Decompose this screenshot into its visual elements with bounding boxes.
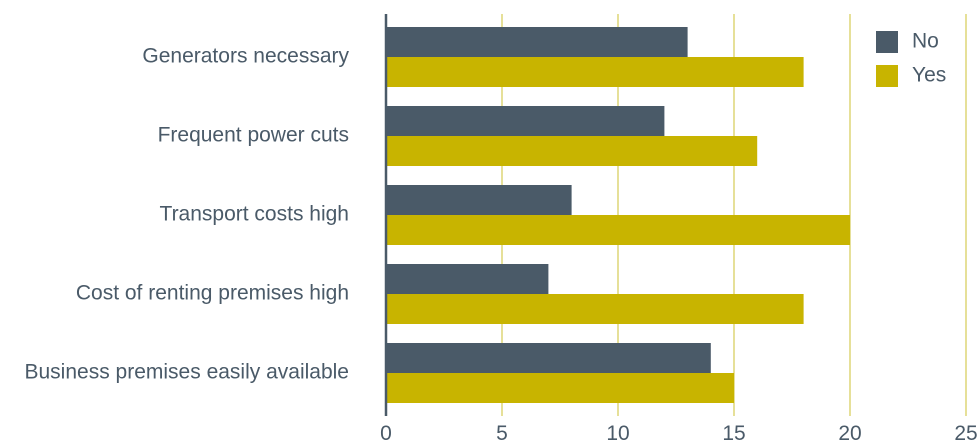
category-label: Frequent power cuts — [158, 124, 349, 147]
legend-label-no: No — [912, 30, 939, 53]
bar-yes — [386, 136, 758, 166]
bar-yes — [386, 57, 804, 87]
category-label: Generators necessary — [142, 45, 349, 68]
x-tick-label: 20 — [838, 422, 861, 445]
category-labels: Generators necessary Frequent power cuts T… — [25, 45, 350, 384]
bars — [386, 27, 850, 403]
bar-no — [386, 185, 572, 215]
x-tick-labels: 0 5 10 15 20 25 — [380, 422, 978, 445]
category-label: Transport costs high — [160, 203, 349, 226]
legend: No Yes — [876, 30, 946, 87]
x-tick-label: 5 — [496, 422, 508, 445]
bar-yes — [386, 294, 804, 324]
bar-no — [386, 264, 549, 294]
x-tick-label: 25 — [954, 422, 977, 445]
legend-swatch-yes — [876, 65, 898, 87]
category-label: Business premises easily available — [25, 361, 350, 384]
category-label: Cost of renting premises high — [76, 282, 349, 305]
legend-label-yes: Yes — [912, 64, 946, 87]
bar-yes — [386, 215, 850, 245]
bar-no — [386, 343, 711, 373]
bar-no — [386, 27, 688, 57]
x-tick-label: 15 — [722, 422, 745, 445]
legend-swatch-no — [876, 31, 898, 53]
bar-no — [386, 106, 665, 136]
bar-yes — [386, 373, 734, 403]
x-tick-label: 10 — [606, 422, 629, 445]
x-tick-label: 0 — [380, 422, 392, 445]
